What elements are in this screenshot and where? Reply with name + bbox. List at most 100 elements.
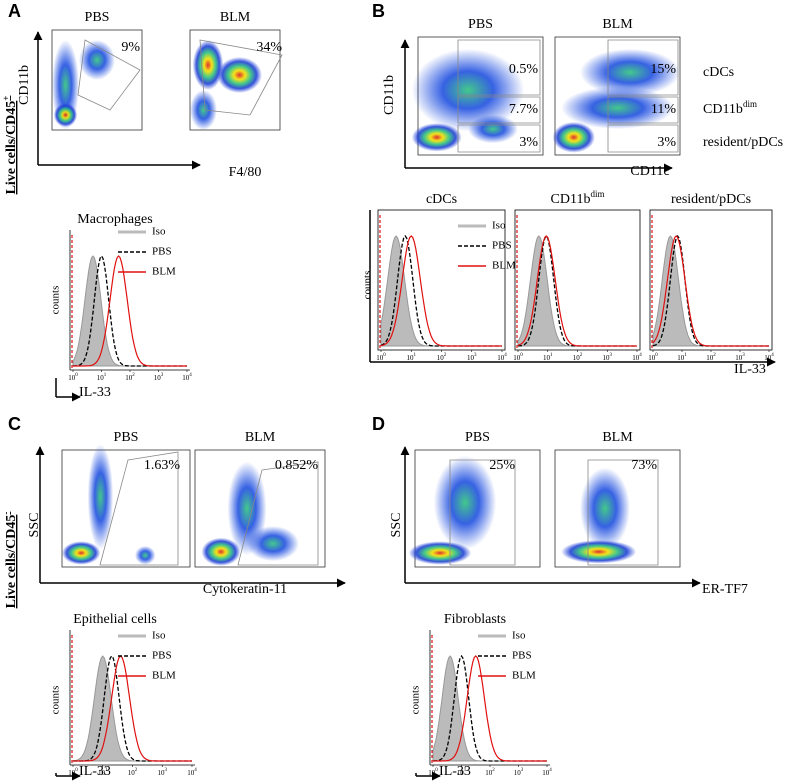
histogram-title: cDCs (426, 192, 457, 207)
hist-tick-label: 100 (648, 353, 658, 361)
legend-label: BLM (512, 670, 536, 682)
condition-label: BLM (602, 430, 633, 445)
tick-exponent: 2 (713, 353, 716, 358)
condition-label: BLM (220, 10, 251, 25)
population-label-base: resident/pDCs (703, 135, 783, 150)
tick-base: 10 (603, 354, 611, 362)
hist-tick-label: 103 (735, 353, 745, 361)
x-axis-label: ER-TF7 (702, 582, 748, 597)
tick-base: 10 (485, 769, 493, 777)
marker-label: IL-33 (79, 764, 111, 779)
histogram-title: resident/pDCs (671, 192, 751, 207)
gate (237, 461, 319, 566)
density-blob (53, 103, 78, 127)
histogram-title-base: Fibroblasts (444, 612, 506, 627)
gate-percent: 0.852% (275, 458, 319, 473)
counts-label: counts (410, 686, 422, 715)
population-label: cDCs (703, 65, 734, 80)
hist-tick-label: 103 (467, 353, 477, 361)
population-label-base: CD11b (703, 102, 743, 117)
gate-percent: 1.63% (144, 458, 181, 473)
tick-base: 10 (125, 374, 133, 382)
tick-base: 10 (542, 769, 550, 777)
counts-label: counts (362, 271, 374, 300)
tick-exponent: 3 (742, 353, 745, 358)
tick-base: 10 (573, 354, 581, 362)
tick-base: 10 (543, 354, 551, 362)
tick-base: 10 (497, 354, 505, 362)
density-blob (134, 545, 156, 565)
histogram-title: CD11bdim (551, 189, 605, 207)
gate-percent: 3% (657, 135, 676, 150)
gate (199, 39, 283, 116)
tick-base: 10 (407, 354, 415, 362)
legend-label: BLM (492, 260, 516, 272)
hist-tick-label: 101 (543, 353, 553, 361)
gate (607, 96, 679, 124)
population-label-sup: dim (743, 99, 757, 109)
gate (607, 39, 679, 96)
condition-label: BLM (602, 17, 633, 32)
density-blob (411, 123, 462, 152)
blm-histogram (380, 235, 502, 347)
histogram-title-sup: dim (590, 189, 604, 199)
panel-letter: D (372, 414, 385, 434)
tick-base: 10 (457, 769, 465, 777)
density-blob (552, 121, 595, 153)
tick-base: 10 (514, 769, 522, 777)
blm-histogram (73, 255, 187, 367)
hist-tick-label: 102 (573, 353, 583, 361)
density-blob (411, 48, 525, 132)
hist-tick-label: 103 (603, 353, 613, 361)
hist-tick-label: 103 (158, 768, 168, 776)
tick-base: 10 (648, 354, 656, 362)
histogram-title-base: resident/pDCs (671, 192, 751, 207)
tick-exponent: 1 (464, 768, 467, 773)
gate-percent: 3% (519, 135, 538, 150)
gate (457, 96, 541, 124)
hist-tick-label: 104 (497, 353, 507, 361)
gate (449, 459, 516, 566)
tick-exponent: 4 (639, 353, 642, 358)
side-label-base: Live cells/CD45 (4, 101, 19, 195)
tick-base: 10 (735, 354, 743, 362)
histogram-title-base: cDCs (426, 192, 457, 207)
hist-tick-label: 101 (457, 768, 467, 776)
tick-exponent: 3 (161, 373, 164, 378)
hist-tick-label: 104 (187, 768, 197, 776)
condition-label: BLM (245, 430, 276, 445)
tick-base: 10 (182, 374, 190, 382)
gate (607, 124, 679, 153)
blm-histogram (517, 235, 637, 347)
tick-base: 10 (68, 374, 76, 382)
gate (99, 451, 179, 566)
hist-tick-label: 101 (98, 768, 108, 776)
histogram-title-base: Epithelial cells (73, 612, 157, 627)
x-axis-label: CD11c (630, 164, 669, 179)
counts-label: counts (50, 686, 62, 715)
gate (457, 124, 541, 153)
tick-exponent: 0 (75, 373, 78, 378)
tick-exponent: 4 (549, 768, 552, 773)
density-blob (561, 540, 637, 564)
tick-exponent: 1 (105, 768, 108, 773)
hist-tick-label: 102 (125, 373, 135, 381)
gate-percent: 34% (256, 40, 282, 55)
hist-tick-label: 104 (542, 768, 552, 776)
histogram-title: Epithelial cells (73, 612, 157, 627)
tick-base: 10 (677, 354, 685, 362)
density-blob (192, 40, 224, 90)
gate (77, 39, 141, 111)
hist-tick-label: 102 (706, 353, 716, 361)
legend-label: PBS (152, 650, 172, 662)
tick-exponent: 4 (504, 353, 507, 358)
hist-tick-label: 104 (632, 353, 642, 361)
tick-exponent: 2 (580, 353, 583, 358)
tick-exponent: 1 (414, 353, 417, 358)
side-label: Live cells/CD45- (1, 512, 19, 609)
y-axis-label: SSC (389, 513, 404, 538)
tick-exponent: 2 (444, 353, 447, 358)
density-blob (580, 467, 630, 550)
tick-exponent: 4 (189, 373, 192, 378)
hist-tick-label: 100 (376, 353, 386, 361)
